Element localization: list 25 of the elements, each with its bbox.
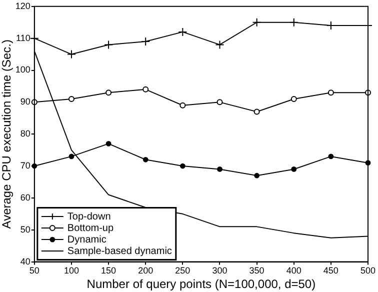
x-tick-label: 500 — [360, 266, 376, 276]
y-tick-label: 60 — [20, 192, 30, 202]
x-tick-label: 100 — [64, 266, 79, 276]
y-tick-label: 90 — [20, 96, 30, 107]
y-tick-label: 110 — [16, 32, 30, 43]
y-tick-label: 80 — [20, 128, 30, 139]
x-tick-label: 350 — [249, 266, 264, 276]
legend-label: Sample-based dynamic — [67, 246, 172, 257]
x-tick-label: 400 — [286, 266, 302, 276]
legend-label: Bottom-up — [67, 222, 114, 234]
y-tick-label: 70 — [20, 160, 30, 171]
x-tick-label: 200 — [138, 266, 154, 276]
legend-label: Dynamic — [67, 234, 106, 246]
x-axis-title: Number of query points (N=100,000, d=50) — [86, 277, 316, 292]
y-tick-label: 40 — [20, 256, 30, 266]
x-tick-label: 150 — [101, 266, 116, 276]
y-tick-label: 50 — [20, 224, 30, 234]
x-tick-label: 300 — [212, 266, 228, 276]
x-tick-label: 450 — [323, 266, 338, 276]
y-tick-label: 100 — [15, 64, 30, 75]
x-tick-label: 250 — [175, 266, 190, 276]
y-axis-title: Average CPU execution time (Sec.) — [0, 40, 14, 229]
x-tick-label: 50 — [29, 266, 40, 276]
legend-label: Top-down — [67, 211, 111, 222]
y-tick-label: 120 — [15, 0, 30, 11]
